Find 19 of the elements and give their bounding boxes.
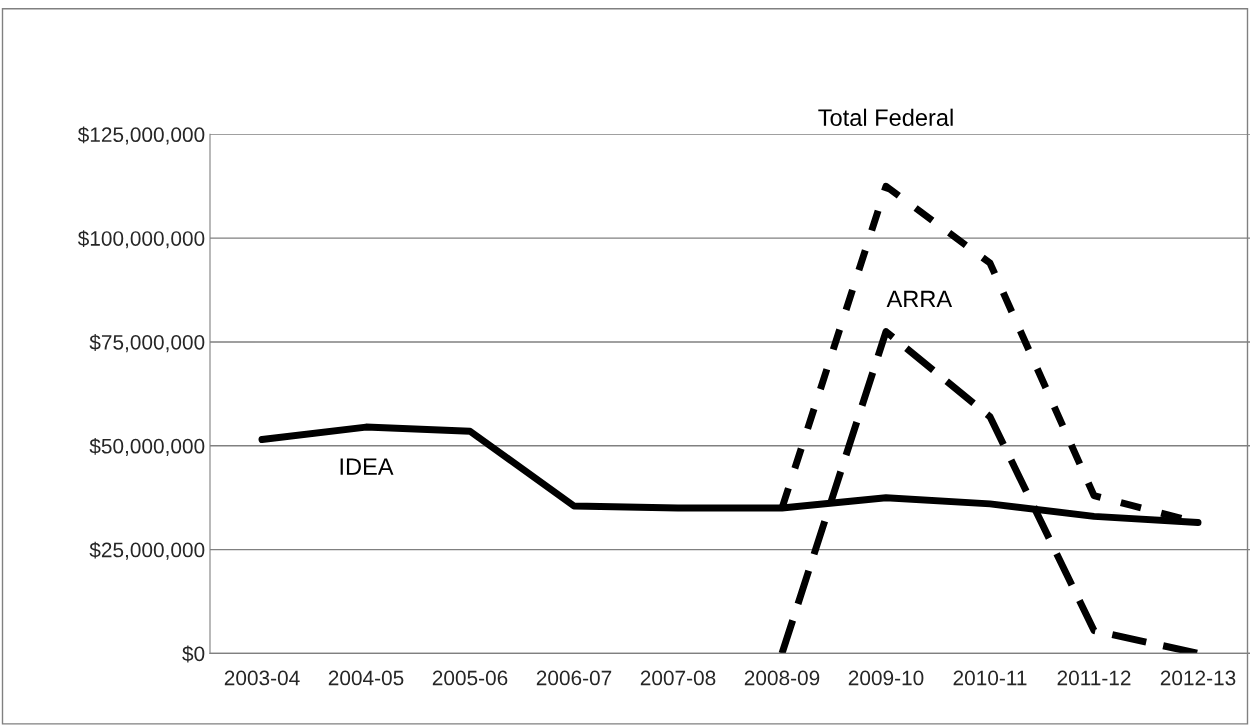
series-label: IDEA	[340, 458, 394, 475]
x-tick-label: 2004-05	[328, 670, 404, 686]
x-tick-label: 2012-13	[1160, 670, 1236, 686]
y-tick-label: $100,000,000	[77, 230, 205, 249]
x-tick-label: 2009-10	[848, 670, 924, 686]
y-tick-label: $25,000,000	[89, 541, 205, 560]
series-label: ARRA	[886, 290, 953, 308]
text: Total Federal	[818, 108, 953, 126]
y-tick-label: $0	[182, 645, 205, 663]
y-tick-label: $125,000,000	[77, 126, 205, 145]
x-tick-label: 2007-08	[640, 670, 716, 686]
x-tick-label: 2003-04	[224, 670, 300, 686]
x-tick-label: 2005-06	[432, 670, 508, 686]
x-tick-label: 2006-07	[536, 670, 612, 686]
x-tick-label: 2010-11	[953, 670, 1027, 686]
y-tick-label: $75,000,000	[89, 334, 205, 353]
y-tick-label: $50,000,000	[89, 437, 205, 456]
x-tick-label: 2008-09	[744, 670, 820, 686]
x-tick-label: 2011-12	[1057, 670, 1131, 686]
